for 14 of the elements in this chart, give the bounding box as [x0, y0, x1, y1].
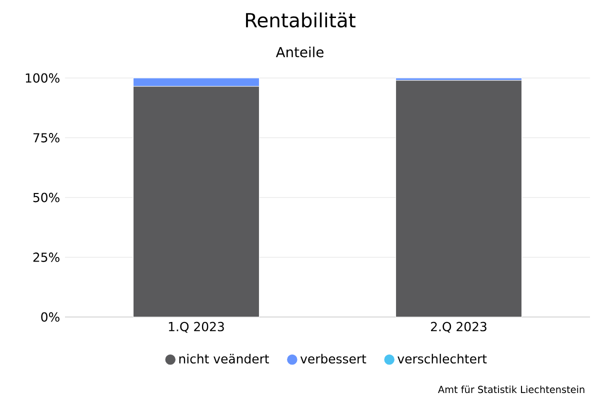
- bar: [395, 80, 522, 318]
- chart-subtitle: Anteile: [276, 46, 324, 58]
- x-tick-label: 1.Q 2023: [168, 322, 224, 333]
- legend-label: nicht veändert: [179, 354, 269, 364]
- legend-label: verschlechtert: [398, 354, 487, 364]
- chart-title: Rentabilität: [246, 12, 356, 28]
- x-tick-label: 2.Q 2023: [431, 322, 486, 333]
- y-tick-label: 100%: [26, 73, 60, 83]
- y-tick-label: 75%: [33, 133, 60, 142]
- text: Amt für Statistik Liechtenstein: [438, 386, 584, 394]
- y-tick-label: 25%: [33, 252, 60, 262]
- legend-label: verbessert: [300, 354, 366, 364]
- y-tick-label: 50%: [33, 192, 60, 202]
- y-tick-label: 0%: [41, 312, 60, 322]
